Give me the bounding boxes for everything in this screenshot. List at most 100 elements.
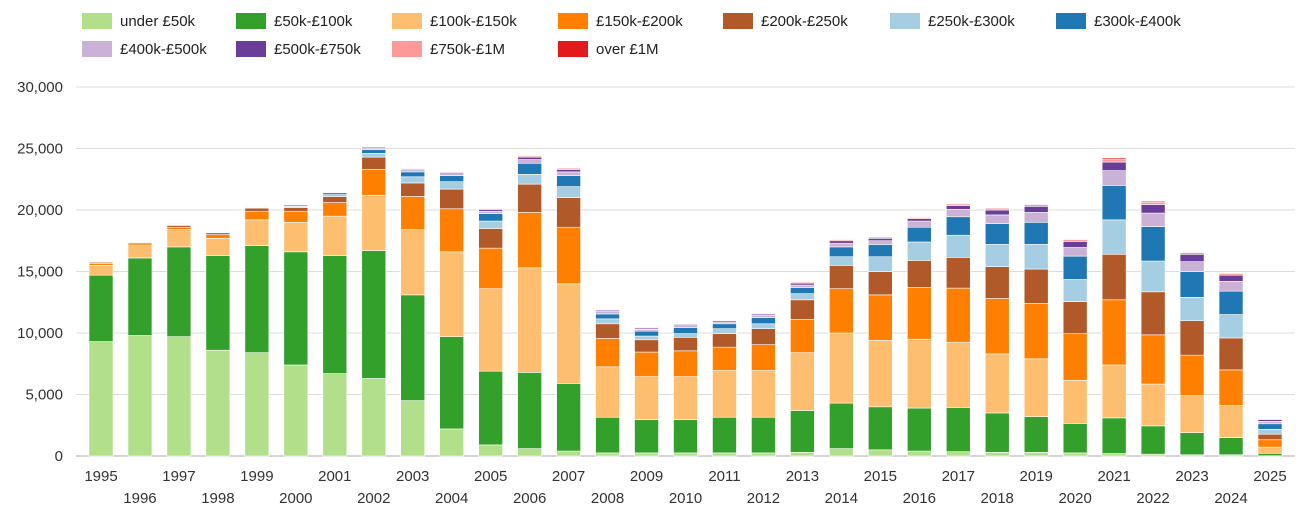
bar-2016-250k-300k [906,241,932,261]
bar-2012-under-50k [751,452,776,457]
bar-2021-150k-200k [1101,299,1127,366]
bar-stack-2003 [400,168,426,457]
bar-2004-250k-300k [439,181,465,190]
bar-2008-200k-250k [595,323,620,339]
y-tick-label: 25,000 [17,141,63,158]
bar-stack-2002 [361,146,387,457]
legend-item-200k-250k[interactable]: £200k-£250k [723,11,848,31]
bar-stack-2001 [322,190,348,457]
bar-2014-250k-300k [829,256,854,266]
bar-stack-2021 [1101,157,1127,457]
bar-2007-250k-300k [556,186,581,199]
bar-2013-150k-200k [790,319,815,353]
x-axis-ticks: 1995 1996 1997 1998 1999 2000 2001 2002 2003 2004… [84,468,1286,507]
legend-label: £250k-£300k [928,12,1015,30]
legend-label: under £50k [120,12,196,30]
legend-item-100k-150k[interactable]: £100k-£150k [392,11,517,31]
bar-2023-500k-750k [1179,253,1205,262]
bar-2006-300k-400k [517,162,542,175]
x-tick-label: 2008 [591,490,624,507]
bar-stack-2004 [439,171,465,457]
x-tick-label: 2021 [1097,468,1130,485]
x-tick-label: 2005 [474,468,507,485]
legend-item-500k-750k[interactable]: £500k-£750k [236,39,361,59]
bar-2017-500k-750k [945,205,971,210]
legend-item-400k-500k[interactable]: £400k-£500k [82,39,207,59]
bar-2015-200k-250k [868,271,893,296]
bar-2020-300k-400k [1062,255,1088,280]
bar-2008-300k-400k [595,313,620,320]
bar-2022-250k-300k [1140,260,1166,293]
legend-item-750k-1m[interactable]: £750k-£1M [392,39,505,59]
bar-2017-under-50k [945,451,971,457]
bar-stack-2019 [1023,203,1049,457]
bar-2018-400k-500k [984,214,1010,224]
legend-swatch [558,13,588,29]
legend-item-50k-100k[interactable]: £50k-£100k [236,11,352,31]
legend-item-250k-300k[interactable]: £250k-£300k [890,11,1015,31]
bar-2010-250k-300k [673,333,698,338]
bar-2001-under-50k [322,373,348,457]
bar-2019-over-1m [1023,203,1049,205]
bar-stack-2023 [1179,251,1205,457]
bar-2024-over-1m [1218,272,1244,274]
x-tick-label: 2018 [981,490,1014,507]
bar-2024-400k-500k [1218,281,1244,292]
y-axis-ticks: 0 5,000 10,000 15,000 20,000 25,000 30,000 [17,79,63,465]
bar-2024-150k-200k [1218,369,1244,406]
legend-swatch [723,13,753,29]
bar-stack-2020 [1062,238,1088,457]
bar-2011-300k-400k [712,323,737,329]
bar-2017-50k-100k [945,407,971,452]
y-tick-label: 30,000 [17,79,63,96]
bar-1996-under-50k [127,335,153,457]
bar-2021-400k-500k [1101,170,1127,186]
bar-2018-500k-750k [984,209,1010,216]
bar-2013-250k-300k [790,293,815,301]
bar-2018-200k-250k [984,266,1010,299]
y-tick-label: 10,000 [17,325,63,342]
bar-stack-2006 [517,155,542,457]
x-tick-label: 2000 [279,490,312,507]
x-tick-label: 2024 [1214,490,1247,507]
bar-1999-50k-100k [244,245,270,353]
bar-2011-50k-100k [712,416,737,454]
bar-2010-200k-250k [673,337,698,352]
bar-2000-50k-100k [283,251,309,366]
bar-2008-50k-100k [595,416,620,454]
bar-2009-150k-200k [634,351,659,377]
bar-1995-50k-100k [88,274,114,342]
bar-2013-under-50k [790,452,815,457]
bar-2008-100k-150k [595,366,620,418]
bar-2021-50k-100k [1101,417,1127,454]
bar-2010-300k-400k [673,327,698,334]
bar-2005-under-50k [478,444,503,457]
bar-2003-150k-200k [400,196,426,230]
bar-2002-250k-300k [361,153,387,158]
bar-2008-under-50k [595,452,620,457]
legend-label: £150k-£200k [596,12,683,30]
bar-2017-400k-500k [945,209,971,218]
bar-2016-150k-200k [906,287,932,340]
legend-item-150k-200k[interactable]: £150k-£200k [558,11,683,31]
bar-2009-50k-100k [634,419,659,454]
bar-2012-200k-250k [751,328,776,345]
bar-2010-100k-150k [673,376,698,421]
bar-stack-2009 [634,326,659,457]
bar-2015-400k-500k [868,240,893,245]
bar-2006-400k-500k [517,159,542,164]
legend-swatch [392,13,422,29]
bar-stack-2010 [673,323,698,457]
x-tick-label: 1995 [84,468,117,485]
bar-stack-2011 [712,319,737,457]
bar-1999-150k-200k [244,210,270,221]
legend-item-under-50k[interactable]: under £50k [82,11,195,31]
bar-stack-1997 [166,223,192,457]
legend-item-300k-400k[interactable]: £300k-£400k [1056,11,1181,31]
bar-2017-300k-400k [945,216,971,236]
bar-2021-over-1m [1101,157,1127,160]
bar-2011-250k-300k [712,328,737,334]
bar-1997-150k-200k [166,226,192,230]
bar-2016-200k-250k [906,260,932,288]
legend-item-over-1m[interactable]: over £1M [558,39,659,59]
